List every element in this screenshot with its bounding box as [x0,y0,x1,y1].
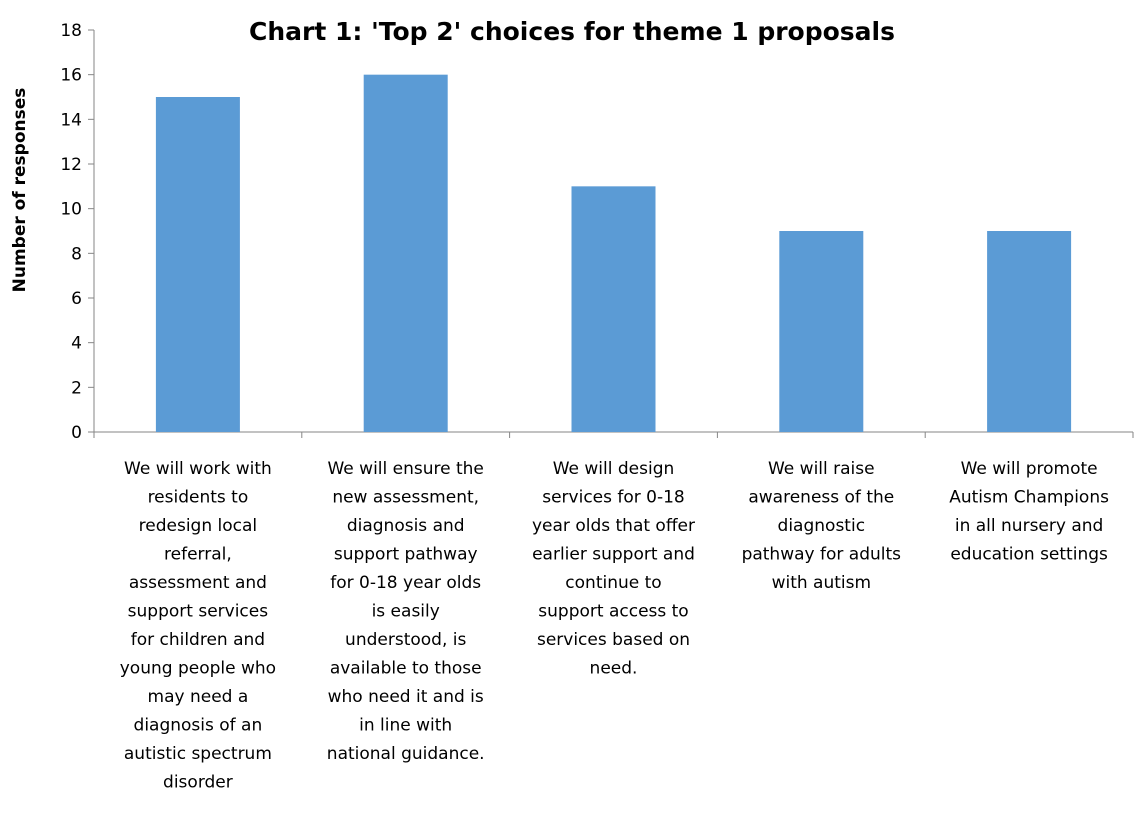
y-tick-label: 0 [71,423,82,443]
x-category-label-line: is easily [372,602,440,622]
bar [363,74,448,433]
x-category-label-line: new assessment, [332,488,479,508]
x-category-label-line: We will work with [124,459,272,479]
y-tick-label: 14 [60,110,82,130]
y-tick-label: 10 [60,200,82,220]
y-tick-label: 16 [60,66,82,86]
x-category-label-line: need. [590,659,638,679]
x-category-label-line: Autism Champions [949,488,1109,508]
x-category-label-line: redesign local [139,516,258,536]
y-tick-label: 8 [71,244,82,264]
x-category-label: We will ensure the new assessment, diagnos… [327,459,485,764]
y-tick-label: 12 [60,155,82,175]
x-category-label: We will promote Autism Champions in all nu… [949,459,1109,565]
x-category-label-line: autistic spectrum [124,744,272,764]
chart-title: Chart 1: 'Top 2' choices for theme 1 pro… [249,17,895,46]
x-category-label-line: education settings [950,545,1108,565]
x-category-label-line: residents to [148,488,249,508]
x-category-label-line: diagnosis and [347,516,465,536]
x-category-label-line: referral, [164,545,232,565]
x-category-label-line: We will ensure the [327,459,483,479]
x-category-label-line: for children and [131,630,265,650]
y-axis-label: Number of responses [10,88,30,293]
x-category-label-line: services for 0-18 [542,488,685,508]
x-category-label-line: earlier support and [532,545,695,565]
x-category-label-line: We will raise [768,459,875,479]
x-category-label: We will design services for 0-18 year olds… [532,459,695,679]
y-tick-label: 4 [71,334,82,354]
x-category-label-line: We will design [553,459,675,479]
bar [779,231,864,432]
x-category-label-line: with autism [772,573,871,593]
x-category-label-line: understood, is [345,630,466,650]
x-category-label-line: diagnosis of an [134,716,263,736]
x-category-label-line: for 0-18 year olds [330,573,481,593]
y-tick-label: 18 [60,21,82,41]
x-category-label-line: who need it and is [328,687,484,707]
x-category-label-line: may need a [148,687,249,707]
x-category-label-line: support access to [538,602,688,622]
x-category-label-line: young people who [120,659,276,679]
bar [987,231,1072,432]
x-category-label-line: pathway for adults [742,545,902,565]
bar [155,97,240,432]
x-category-label-line: national guidance. [327,744,485,764]
x-category-label-line: We will promote [961,459,1098,479]
x-category-label-line: awareness of the [748,488,894,508]
bar [571,186,656,432]
x-category-label-line: assessment and [129,573,267,593]
x-category-label-line: disorder [163,773,233,793]
x-category-label-line: in all nursery and [955,516,1103,536]
y-tick-label: 6 [71,289,82,309]
x-category-label: We will raise awareness of the diagnostic p… [742,459,902,593]
x-category-label-line: support pathway [334,545,478,565]
x-category-label-line: diagnostic [778,516,866,536]
x-category-label-line: continue to [565,573,661,593]
x-category-label-line: services based on [537,630,690,650]
x-category-label: We will work with residents to redesign lo… [120,459,276,793]
y-tick-label: 2 [71,378,82,398]
x-category-label-line: year olds that offer [532,516,695,536]
x-category-label-line: available to those [330,659,482,679]
x-category-label-line: support services [128,602,269,622]
plot-area: 0 2 4 6 8 10 12 14 16 18 We will work with resident… [60,21,1134,793]
x-category-label-line: in line with [359,716,452,736]
